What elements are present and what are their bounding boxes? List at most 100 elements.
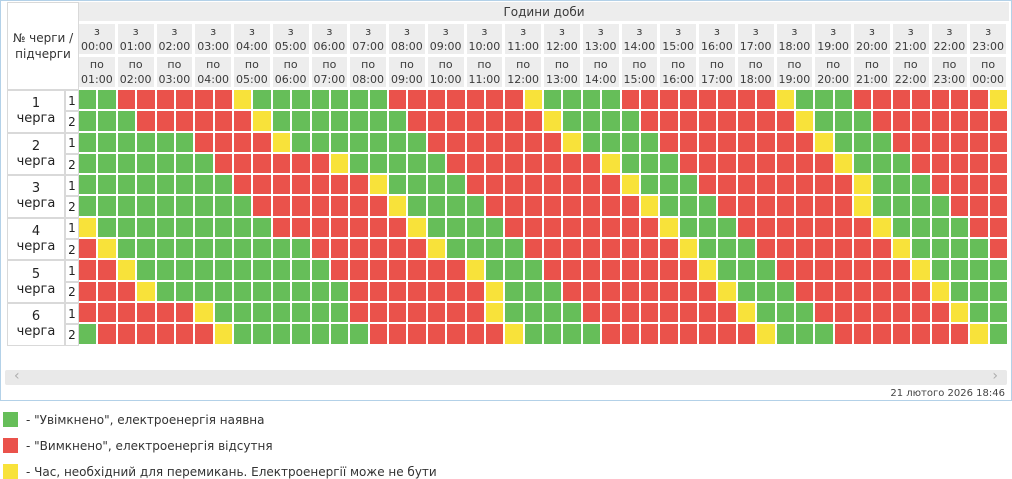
schedule-cell — [408, 196, 428, 218]
hour-from-cell: з 07:00 — [350, 24, 389, 57]
schedule-cell — [292, 239, 312, 261]
schedule-cell — [79, 175, 99, 197]
schedule-cell — [137, 260, 157, 282]
schedule-cell — [640, 111, 661, 133]
schedule-cell — [137, 239, 157, 261]
label-line: 19:00 — [778, 73, 811, 86]
schedule-cell — [582, 90, 603, 112]
schedule-cell — [524, 132, 544, 154]
schedule-cell — [408, 281, 428, 303]
schedule-cell — [776, 90, 796, 112]
schedule-cell — [795, 175, 816, 197]
schedule-cell — [408, 324, 428, 346]
schedule-cell — [292, 302, 312, 325]
schedule-cell — [79, 90, 99, 112]
schedule-cell — [466, 239, 486, 261]
schedule-cell — [660, 175, 680, 197]
hour-to-cell: по 00:00 — [970, 57, 1009, 90]
schedule-cell — [737, 196, 758, 218]
schedule-cell — [931, 132, 951, 154]
label-line: по — [864, 58, 879, 71]
schedule-cell — [950, 175, 971, 197]
schedule-cell — [815, 132, 835, 154]
chevron-left-icon[interactable]: ‹ — [14, 368, 20, 384]
schedule-cell — [175, 175, 196, 197]
schedule-cell — [427, 196, 448, 218]
schedule-cell — [330, 239, 351, 261]
schedule-cell — [834, 175, 854, 197]
schedule-cell — [834, 90, 854, 112]
schedule-cell — [234, 90, 254, 112]
schedule-cell — [873, 196, 893, 218]
schedule-cell — [350, 132, 370, 154]
schedule-cell — [505, 196, 525, 218]
schedule-cell — [466, 132, 486, 154]
schedule-cell — [950, 217, 971, 240]
schedule-cell — [854, 196, 874, 218]
label-line: 05:00 — [274, 40, 307, 53]
label-line: по — [399, 58, 414, 71]
horizontal-scrollbar[interactable]: ‹ › — [5, 368, 1007, 385]
schedule-cell — [815, 324, 835, 346]
schedule-cell — [621, 302, 641, 325]
schedule-cell — [505, 90, 525, 112]
label-line: 03:00 — [197, 40, 229, 53]
label-line: 4 — [31, 224, 41, 240]
queue-label: 5 черга — [7, 260, 65, 303]
schedule-cell — [117, 324, 138, 346]
schedule-cell — [582, 175, 603, 197]
schedule-cell — [950, 302, 971, 325]
schedule-cell — [699, 111, 719, 133]
schedule-cell — [466, 90, 486, 112]
schedule-cell — [640, 324, 661, 346]
label-line: 6 — [31, 309, 41, 325]
schedule-cell — [795, 132, 816, 154]
schedule-cell — [427, 217, 448, 240]
schedule-cell — [602, 196, 622, 218]
schedule-cell — [175, 281, 196, 303]
schedule-cell — [369, 90, 389, 112]
schedule-cell — [931, 260, 951, 282]
label-line: з — [558, 25, 565, 38]
schedule-cell — [485, 217, 506, 240]
schedule-cell — [195, 111, 215, 133]
schedule-cell — [834, 281, 854, 303]
schedule-cell — [505, 153, 525, 176]
schedule-cell — [679, 196, 699, 218]
label-line: з — [907, 25, 914, 38]
label-line: 22:00 — [894, 73, 927, 86]
label-line: з — [520, 25, 527, 38]
schedule-cell — [272, 239, 293, 261]
label-line: черга — [16, 153, 56, 169]
schedule-cell — [369, 132, 389, 154]
label-line: з — [868, 25, 875, 38]
chevron-right-icon[interactable]: › — [992, 368, 998, 384]
schedule-cell — [912, 196, 932, 218]
label-line: з — [946, 25, 953, 38]
schedule-cell — [311, 132, 331, 154]
legend-item-on: - "Увімкнено", електроенергія наявна — [3, 412, 1012, 428]
schedule-cell — [660, 196, 680, 218]
schedule-cell — [369, 239, 389, 261]
schedule-cell — [873, 302, 893, 325]
schedule-cell — [640, 217, 661, 240]
label-line: черга — [16, 281, 56, 297]
subqueue-label: 2 — [65, 324, 79, 346]
schedule-cell — [563, 217, 583, 240]
hour-from-cell: з 18:00 — [776, 24, 816, 57]
schedule-cell — [427, 111, 448, 133]
schedule-cell — [931, 196, 951, 218]
schedule-panel: № черги / підчерги Години доби з 00:00 по 01:… — [0, 0, 1012, 401]
schedule-cell — [292, 90, 312, 112]
schedule-cell — [234, 153, 254, 176]
hour-to-cell: по 09:00 — [389, 57, 428, 90]
schedule-cell — [311, 302, 331, 325]
schedule-cell — [466, 153, 486, 176]
schedule-cell — [98, 302, 118, 325]
schedule-cell — [950, 196, 971, 218]
schedule-cell — [79, 196, 99, 218]
subqueue-label: 1 — [65, 175, 79, 197]
schedule-cell — [505, 132, 525, 154]
schedule-cell — [505, 239, 525, 261]
schedule-cell — [970, 260, 990, 282]
